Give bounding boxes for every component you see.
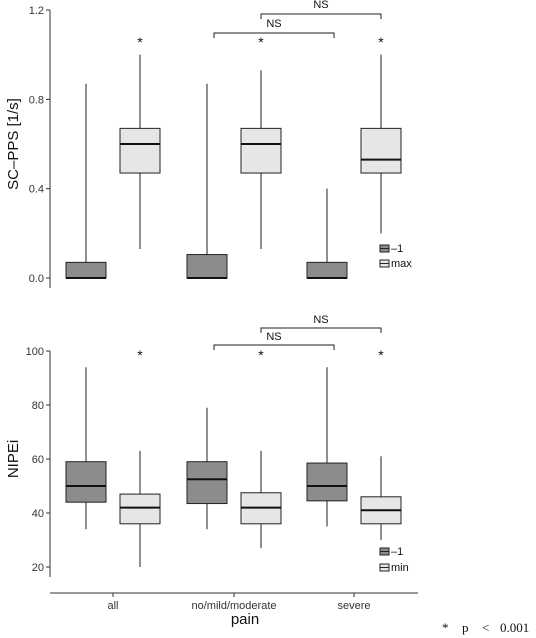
bracket-label: NS (313, 0, 328, 11)
ns-bracket: NS (213, 331, 335, 350)
x-tick-label: all (107, 600, 118, 612)
bracket-label: NS (266, 331, 281, 343)
significance-star: * (137, 347, 143, 363)
box-body (65, 461, 107, 503)
box-max-0 (119, 54, 161, 249)
legend-entry: –1 (379, 546, 403, 558)
significance-star: * (258, 34, 264, 50)
footnote-value: 0.001 (500, 620, 529, 635)
box-min-2 (360, 456, 402, 540)
box-body (119, 493, 161, 525)
x-axis-label: pain (231, 611, 259, 628)
bracket-line (213, 32, 335, 38)
ns-bracket: NS (213, 18, 335, 38)
box-min-0 (119, 450, 161, 567)
y-tick-label: 20 (32, 562, 44, 574)
legend-entry: –1 (379, 243, 403, 255)
y-tick-label: 0.8 (29, 94, 44, 106)
box-1-2 (306, 367, 348, 527)
bracket-line (213, 344, 335, 350)
box-max-2 (360, 54, 402, 234)
box-max-1 (240, 70, 282, 249)
significance-star: * (378, 34, 384, 50)
x-tick-label: no/mild/moderate (192, 600, 277, 612)
bracket-label: NS (266, 18, 281, 30)
box-body (306, 261, 348, 279)
legend-label: –1 (391, 243, 403, 255)
x-tick-label: severe (337, 600, 370, 612)
legend-label: min (391, 562, 409, 574)
box-1-0 (65, 83, 107, 279)
y-tick-label: 0.4 (29, 184, 44, 196)
y-axis-label: NIPEi (5, 440, 22, 478)
y-tick-label: 100 (26, 346, 44, 358)
box-body (186, 254, 228, 279)
ns-bracket: NS (260, 0, 382, 19)
box-1-2 (306, 188, 348, 279)
bottom-panel: 20 40 60 80 100 NIPEi all no/mild/moderate sever… (5, 314, 418, 612)
significance-star: * (378, 347, 384, 363)
box-1-0 (65, 367, 107, 530)
significance-star: * (258, 347, 264, 363)
y-tick-label: 80 (32, 400, 44, 412)
bracket-line (260, 327, 382, 333)
footnote-p: p (462, 620, 469, 635)
footnote-less-than: < (482, 620, 489, 635)
footnote-star: * (442, 620, 449, 635)
bracket-line (260, 13, 382, 19)
box-min-1 (240, 450, 282, 549)
significance-star: * (137, 34, 143, 50)
y-tick-label: 0.0 (29, 273, 44, 285)
box-body (65, 261, 107, 279)
bracket-label: NS (313, 314, 328, 326)
ns-bracket: NS (260, 314, 382, 333)
footnote: * p < 0.001 (442, 620, 529, 635)
legend-entry: min (379, 562, 409, 574)
legend-label: max (391, 258, 412, 270)
legend-label: –1 (391, 546, 403, 558)
box-body (186, 461, 228, 505)
y-tick-label: 60 (32, 454, 44, 466)
box-body (240, 127, 282, 174)
box-1-1 (186, 407, 228, 530)
y-axis-label: SC–PPS [1/s] (5, 98, 22, 190)
box-1-1 (186, 83, 228, 279)
y-tick-label: 40 (32, 508, 44, 520)
box-body (306, 462, 348, 502)
box-body (119, 127, 161, 174)
y-tick-label: 1.2 (29, 5, 44, 17)
legend-entry: max (379, 258, 412, 270)
box-body (360, 127, 402, 174)
